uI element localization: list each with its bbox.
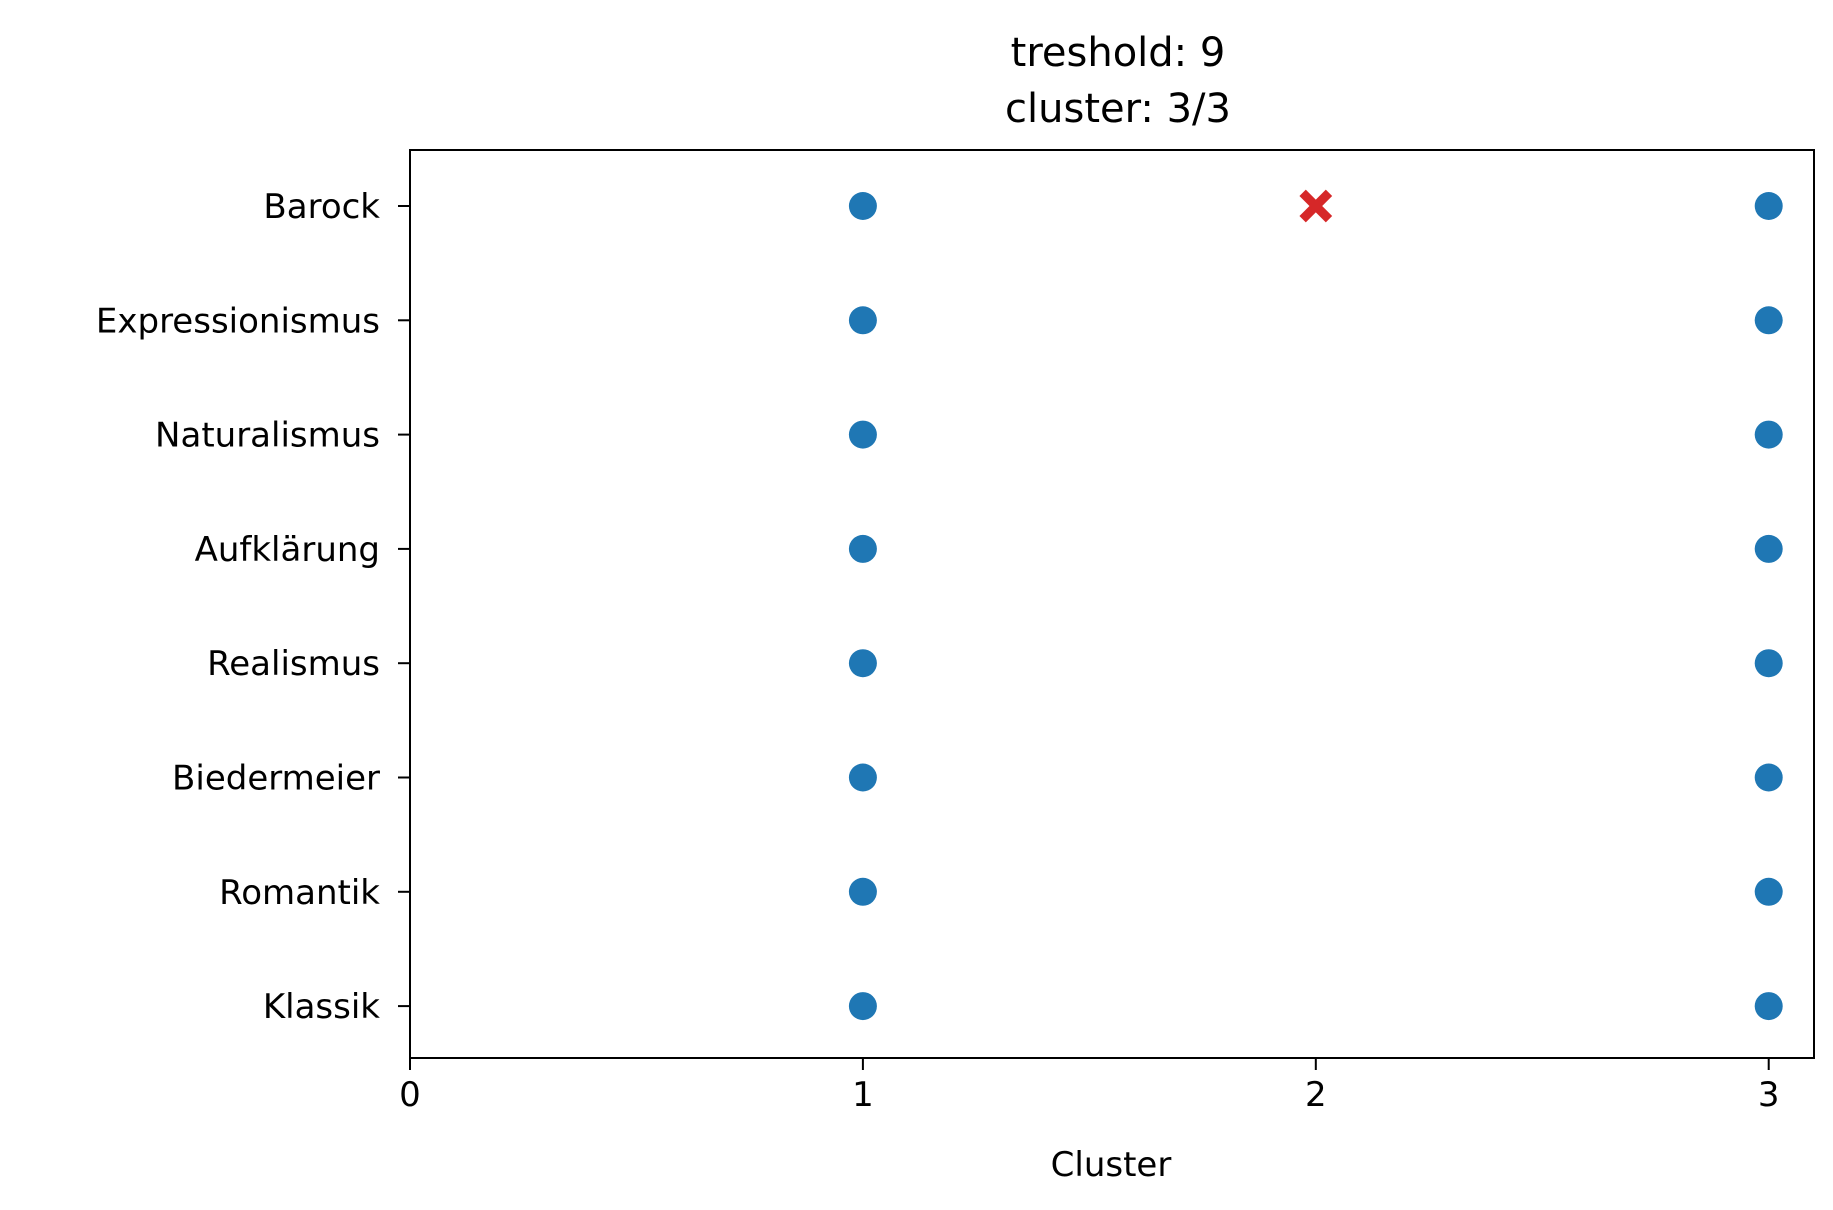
- y-tick-label: Naturalismus: [155, 416, 380, 456]
- data-point: [848, 763, 877, 792]
- y-tick-label: Aufklärung: [195, 530, 380, 570]
- data-point: [848, 649, 877, 678]
- chart-title-line-1: treshold: 9: [1011, 30, 1226, 76]
- data-point: [1754, 877, 1783, 906]
- data-point: [848, 306, 877, 335]
- chart-title-line-2: cluster: 3/3: [1005, 86, 1231, 132]
- data-point: [848, 992, 877, 1021]
- x-tick-label: 1: [852, 1075, 874, 1115]
- data-point: [848, 877, 877, 906]
- x-tick-label: 3: [1758, 1075, 1780, 1115]
- data-point: [1754, 534, 1783, 563]
- y-tick-label: Barock: [263, 187, 380, 227]
- data-point: [848, 534, 877, 563]
- y-tick-label: Expressionismus: [96, 301, 380, 341]
- data-point-x-marker: [1299, 189, 1333, 223]
- data-point: [1754, 306, 1783, 335]
- data-point: [848, 192, 877, 220]
- data-point: [848, 420, 877, 449]
- data-point: [1754, 763, 1783, 792]
- x-axis-ticks: 0 1 2 3: [399, 1058, 1780, 1115]
- plot-marks: [848, 189, 1783, 1021]
- y-tick-label: Biedermeier: [172, 759, 380, 799]
- data-point: [1754, 420, 1783, 449]
- data-point: [1754, 992, 1783, 1021]
- x-tick-label: 2: [1305, 1075, 1327, 1115]
- y-tick-label: Klassik: [263, 987, 380, 1027]
- y-axis-ticks: Barock Expressionismus Naturalismus Aufklär…: [96, 187, 410, 1027]
- y-tick-label: Romantik: [219, 873, 380, 913]
- plot-frame: [409, 149, 1815, 1059]
- x-axis-label: Cluster: [1051, 1145, 1172, 1185]
- data-point: [1754, 649, 1783, 678]
- y-tick-label: Realismus: [207, 644, 380, 684]
- x-tick-label: 0: [399, 1075, 421, 1115]
- data-point: [1754, 192, 1783, 220]
